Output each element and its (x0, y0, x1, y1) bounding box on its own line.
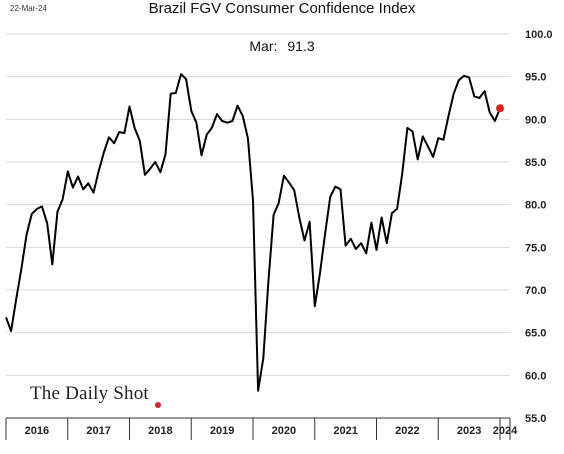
y-tick-label: 95.0 (525, 72, 546, 84)
x-tick-label: 2018 (148, 425, 172, 437)
x-tick-label: 2017 (86, 425, 110, 437)
y-tick-label: 60.0 (525, 370, 546, 382)
latest-value-annotation: Mar: 91.3 (0, 38, 564, 54)
date-stamp: 22-Mar-24 (10, 4, 47, 13)
x-tick-label: 2024 (493, 425, 518, 437)
series-line (5, 73, 501, 392)
x-tick-label: 2016 (25, 425, 49, 437)
x-axis: 2016 2017 2018 2019 2020 2021 2022 2023 2024 (5, 417, 518, 440)
latest-point-marker (496, 104, 504, 113)
chart-title: Brazil FGV Consumer Confidence Index (148, 0, 416, 17)
y-tick-label: 90.0 (525, 114, 546, 126)
y-tick-label: 80.0 (525, 200, 546, 212)
brand-logo: The Daily Shot (30, 383, 149, 404)
gridlines (6, 33, 510, 376)
y-tick-label: 65.0 (525, 328, 546, 340)
series-layer (5, 73, 504, 392)
x-tick-label: 2020 (272, 425, 296, 437)
y-tick-label: 85.0 (525, 157, 546, 169)
brand-logo-dot (155, 402, 161, 408)
x-tick-label: 2023 (457, 425, 481, 437)
y-tick-label: 75.0 (525, 242, 546, 254)
x-tick-label: 2021 (333, 425, 357, 437)
x-tick-label: 2019 (210, 425, 234, 437)
y-tick-label: 70.0 (525, 285, 546, 297)
y-axis: 55.0 60.0 65.0 70.0 75.0 80.0 85.0 90.0 95.0 100.… (525, 29, 553, 425)
y-tick-label: 55.0 (525, 413, 546, 425)
y-tick-label: 100.0 (525, 29, 553, 41)
annotation-value: 91.3 (287, 38, 315, 54)
annotation-label: Mar: (249, 38, 278, 54)
x-tick-label: 2022 (395, 425, 419, 437)
